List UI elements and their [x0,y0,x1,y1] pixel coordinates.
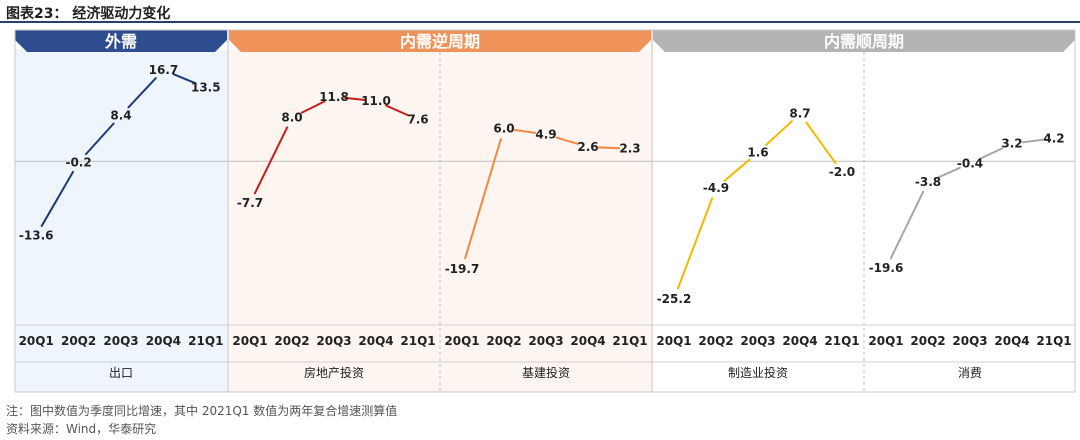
series-segment [343,96,367,102]
series-segment [127,77,157,109]
x-tick-label: 20Q3 [528,334,563,348]
series-segment [385,104,409,117]
footnote: 注：图中数值为季度同比增速，其中 2021Q1 数值为两年复合增速测算值 [6,404,398,418]
data-label: 8.4 [110,108,131,122]
group-header-label: 内需逆周期 [400,32,480,51]
x-tick-label: 20Q3 [740,334,775,348]
data-label: 11.8 [319,90,349,104]
series-name-label: 房地产投资 [304,365,364,380]
data-label: 3.2 [1001,137,1022,151]
x-tick-label: 21Q1 [612,334,647,348]
x-tick-label: 20Q3 [952,334,987,348]
data-label: 7.6 [407,113,428,127]
series-name-label: 制造业投资 [728,365,788,380]
data-label: 8.0 [281,111,302,125]
series-segment [723,158,751,182]
x-tick-label: 20Q2 [61,334,96,348]
series-segment [597,146,621,150]
x-tick-label: 20Q1 [19,334,54,348]
series-segment [555,136,579,145]
series-segment [40,170,75,227]
series-segment [513,128,537,134]
x-tick-label: 20Q3 [103,334,138,348]
data-label: -0.4 [957,156,983,170]
series-segment [464,137,502,260]
series-segment [765,120,793,147]
data-label: -25.2 [657,292,692,306]
x-tick-label: 20Q1 [232,334,267,348]
data-label: 13.5 [191,80,221,94]
series-segment [300,100,326,114]
series-segment [1021,138,1045,144]
series-segment [84,122,115,156]
x-tick-label: 21Q1 [400,334,435,348]
x-tick-label: 21Q1 [188,334,223,348]
series-segment [937,166,961,179]
series-segment [172,73,197,85]
x-tick-label: 20Q1 [444,334,479,348]
data-label: -4.9 [703,181,729,195]
data-label: -19.6 [869,261,904,275]
series-segment [805,121,837,165]
data-label: 1.6 [747,145,768,159]
x-tick-label: 20Q2 [910,334,945,348]
data-label: -3.8 [915,175,941,189]
data-label: 4.2 [1043,131,1064,145]
data-label: 6.0 [493,121,514,135]
data-label: 2.3 [619,142,640,156]
x-tick-label: 20Q2 [486,334,521,348]
group-header-banner [229,30,651,52]
data-label: 16.7 [149,63,179,77]
x-tick-label: 20Q3 [316,334,351,348]
source-note: 资料来源：Wind，华泰研究 [6,422,157,436]
x-tick-label: 20Q4 [570,334,605,348]
data-label: 4.9 [535,127,556,141]
series-name-label: 出口 [109,366,133,380]
data-label: -7.7 [237,196,263,210]
group-header-label: 外需 [104,32,137,51]
data-label: -0.2 [65,155,91,169]
series-name-label: 基建投资 [522,365,570,380]
x-tick-label: 20Q1 [868,334,903,348]
x-tick-label: 20Q4 [994,334,1029,348]
x-tick-label: 20Q4 [146,334,181,348]
title-rule [0,21,1080,23]
data-label: -13.6 [19,228,54,242]
series-segment [676,197,714,290]
series-name-label: 消费 [958,366,982,380]
group-header-label: 内需顺周期 [824,32,904,51]
series-segment [889,190,925,260]
data-label: -2.0 [829,165,855,179]
figure-title: 图表23： 经济驱动力变化 [6,6,171,22]
data-label: 11.0 [361,94,391,108]
x-tick-label: 20Q4 [782,334,817,348]
x-tick-label: 20Q4 [358,334,393,348]
data-label: -19.7 [445,262,480,276]
data-label: 8.7 [789,107,810,121]
data-label: 2.6 [577,140,598,154]
x-tick-label: 20Q2 [698,334,733,348]
x-tick-label: 21Q1 [1036,334,1071,348]
x-tick-label: 20Q2 [274,334,309,348]
economic-drivers-chart: 外需 内需逆周期 内需顺周期 -13.6 -0.2 8.4 16.7 13.5 20Q1 20Q… [14,29,1076,393]
group-header-banner [15,30,227,52]
series-segment [253,126,289,195]
x-tick-label: 21Q1 [824,334,859,348]
chart-frame [14,29,1076,393]
x-tick-label: 20Q1 [656,334,691,348]
group-background [15,50,227,392]
series-segment [978,147,1004,160]
group-header-banner [653,30,1075,52]
